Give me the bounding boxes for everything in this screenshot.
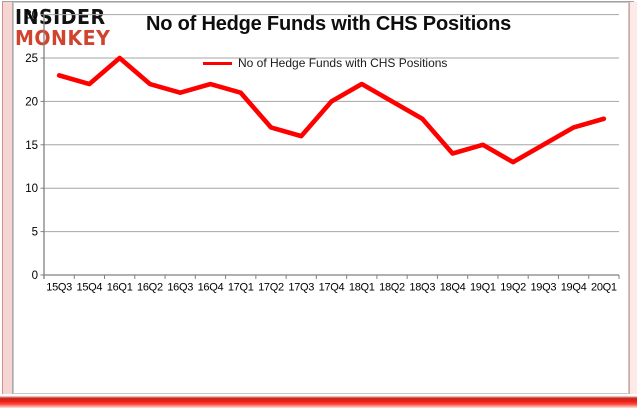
x-tick-label: 20Q1	[591, 282, 617, 294]
x-tick-label: 16Q3	[167, 282, 193, 294]
x-tick-label: 18Q3	[409, 282, 435, 294]
logo-insider-text: INSIDER	[15, 5, 106, 30]
x-tick-label: 15Q4	[77, 282, 103, 294]
y-tick-label: 5	[32, 227, 38, 239]
chart-card	[13, 2, 629, 394]
x-tick-label: 15Q3	[46, 282, 72, 294]
x-tick-label: 17Q1	[228, 282, 254, 294]
legend-line-swatch	[203, 61, 232, 65]
x-tick-label: 16Q2	[137, 282, 163, 294]
x-tick-label: 17Q4	[319, 282, 345, 294]
y-tick-label: 20	[25, 96, 38, 108]
insider-monkey-logo: INSIDER MONKEY	[15, 5, 111, 51]
x-tick-label: 18Q1	[349, 282, 375, 294]
y-tick-label: 30	[25, 10, 38, 22]
x-tick-label: 18Q4	[440, 282, 466, 294]
frame-shadow-right	[629, 2, 637, 398]
logo-monkey-text: MONKEY	[15, 26, 111, 51]
x-tick-label: 19Q1	[470, 282, 496, 294]
x-tick-label: 16Q1	[107, 282, 133, 294]
legend: No of Hedge Funds with CHS Positions	[203, 56, 447, 70]
line-chart: 0 5 10 15 20 25 30 15Q3 15Q4 16Q1 16Q2 16Q3 16Q4 17Q1…	[25, 10, 620, 294]
frame-top-border	[2, 1, 634, 2]
x-tick-label: 19Q2	[500, 282, 526, 294]
x-tick-label: 19Q4	[561, 282, 587, 294]
x-tick-label: 17Q3	[288, 282, 314, 294]
y-tick-label: 10	[25, 183, 38, 195]
legend-label: No of Hedge Funds with CHS Positions	[238, 56, 448, 70]
y-tick-label: 15	[25, 140, 38, 152]
x-tick-label: 19Q3	[530, 282, 556, 294]
x-tick-label: 16Q4	[198, 282, 224, 294]
x-tick-label: 17Q2	[258, 282, 284, 294]
page-title: No of Hedge Funds with CHS Positions	[146, 13, 512, 35]
frame-shadow-bottom	[0, 394, 637, 408]
x-tick-label: 18Q2	[379, 282, 405, 294]
series-line	[56, 55, 607, 165]
y-tick-label: 0	[32, 270, 38, 282]
y-tick-label: 25	[25, 53, 38, 65]
frame-shadow-left	[2, 2, 13, 398]
